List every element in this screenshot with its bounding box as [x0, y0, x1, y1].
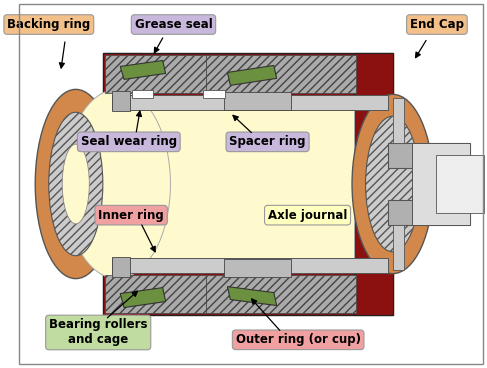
Bar	[393, 98, 404, 143]
Ellipse shape	[366, 116, 420, 252]
Bar	[203, 91, 225, 98]
Polygon shape	[120, 60, 166, 79]
Text: Axle journal: Axle journal	[268, 209, 347, 222]
Bar	[354, 53, 393, 315]
Bar	[224, 92, 291, 110]
Polygon shape	[120, 288, 166, 308]
Bar	[103, 53, 141, 315]
Text: Grease seal: Grease seal	[134, 18, 212, 31]
Text: End Cap: End Cap	[410, 18, 464, 31]
Text: Bearing rollers
and cage: Bearing rollers and cage	[49, 318, 148, 347]
Polygon shape	[227, 287, 277, 305]
Bar	[393, 225, 404, 270]
Bar	[388, 143, 470, 168]
Ellipse shape	[64, 89, 170, 279]
Bar	[105, 56, 206, 93]
Text: Seal wear ring: Seal wear ring	[81, 135, 177, 148]
Bar	[388, 200, 470, 225]
Bar	[132, 91, 153, 98]
Bar	[112, 95, 388, 110]
Bar	[117, 98, 354, 270]
Bar	[112, 257, 130, 277]
Text: Outer ring (or cup): Outer ring (or cup)	[236, 333, 361, 346]
Bar	[206, 56, 356, 93]
Bar	[105, 275, 206, 312]
Bar	[206, 275, 356, 312]
Text: Backing ring: Backing ring	[7, 18, 91, 31]
Text: Spacer ring: Spacer ring	[229, 135, 306, 148]
Text: Inner ring: Inner ring	[98, 209, 164, 222]
Bar	[103, 270, 393, 315]
Ellipse shape	[49, 112, 103, 256]
Bar	[112, 91, 130, 111]
Ellipse shape	[62, 144, 89, 224]
Bar	[436, 155, 485, 213]
Polygon shape	[227, 66, 277, 85]
Bar	[412, 143, 470, 225]
Ellipse shape	[35, 89, 116, 279]
Bar	[103, 53, 393, 98]
Ellipse shape	[352, 94, 433, 274]
Bar	[224, 259, 291, 277]
Bar	[112, 258, 388, 273]
